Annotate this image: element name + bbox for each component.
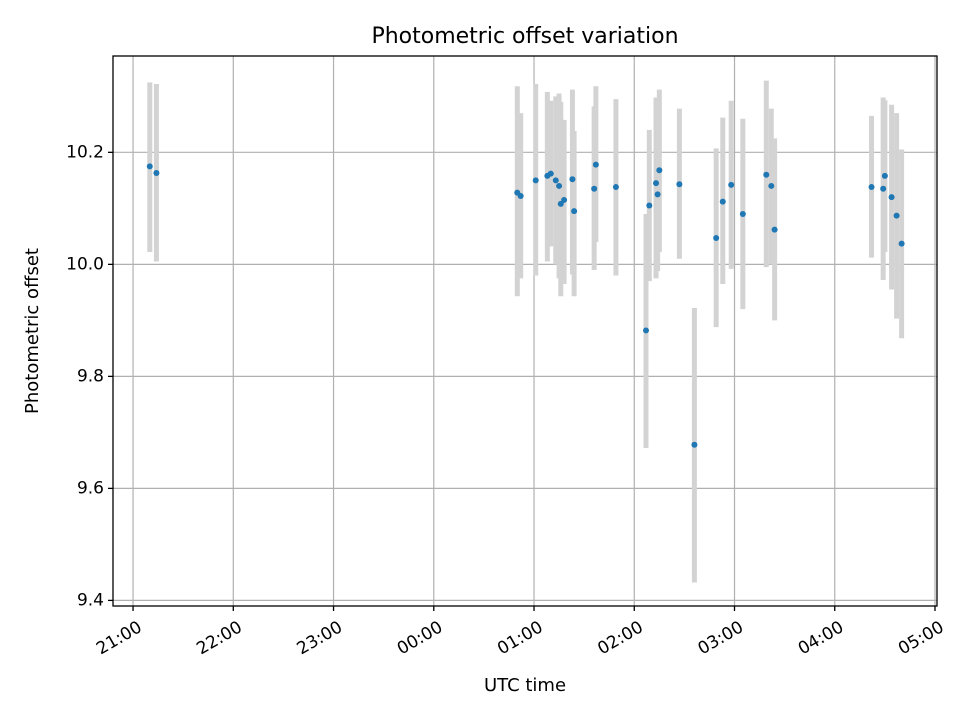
y-axis-label: Photometric offset (22, 248, 43, 414)
data-point (888, 194, 895, 201)
data-point (517, 193, 524, 200)
data-point (642, 327, 649, 334)
data-point (881, 172, 888, 179)
chart-title: Photometric offset variation (371, 24, 678, 49)
data-point (146, 163, 153, 170)
y-axis-ticks: 9.4 9.6 9.8 10.0 10.2 (66, 142, 113, 610)
data-point (646, 202, 653, 209)
data-point (898, 240, 905, 247)
data-point (547, 170, 554, 177)
data-point (719, 198, 726, 205)
y-tick-label: 9.6 (77, 478, 104, 498)
grid (113, 56, 937, 606)
data-point (763, 171, 770, 178)
data-point (653, 180, 660, 187)
data-point (612, 184, 619, 191)
data-point (591, 185, 598, 192)
data-point (691, 441, 698, 448)
data-point (713, 235, 720, 242)
data-point (656, 167, 663, 174)
data-point (728, 181, 735, 188)
plot-frame (112, 55, 938, 607)
data-point (561, 196, 568, 203)
data-point (557, 200, 564, 207)
data-point (592, 161, 599, 168)
data-point (768, 182, 775, 189)
data-point (739, 210, 746, 217)
data-point (571, 208, 578, 215)
data-point (153, 170, 160, 177)
y-tick-label: 10.0 (66, 254, 104, 274)
data-point (556, 182, 563, 189)
data-point (893, 212, 900, 219)
y-tick-label: 9.4 (77, 590, 104, 610)
data-point (532, 177, 539, 184)
data-point (868, 184, 875, 191)
y-tick-label: 10.2 (66, 142, 104, 162)
y-tick-label: 9.8 (77, 366, 104, 386)
data-point (654, 191, 661, 198)
data-point (676, 181, 683, 188)
data-point (880, 185, 887, 192)
data-points (146, 161, 905, 448)
x-axis-label: UTC time (484, 675, 566, 696)
data-point (771, 226, 778, 233)
data-point (552, 177, 559, 184)
data-point (569, 176, 576, 183)
